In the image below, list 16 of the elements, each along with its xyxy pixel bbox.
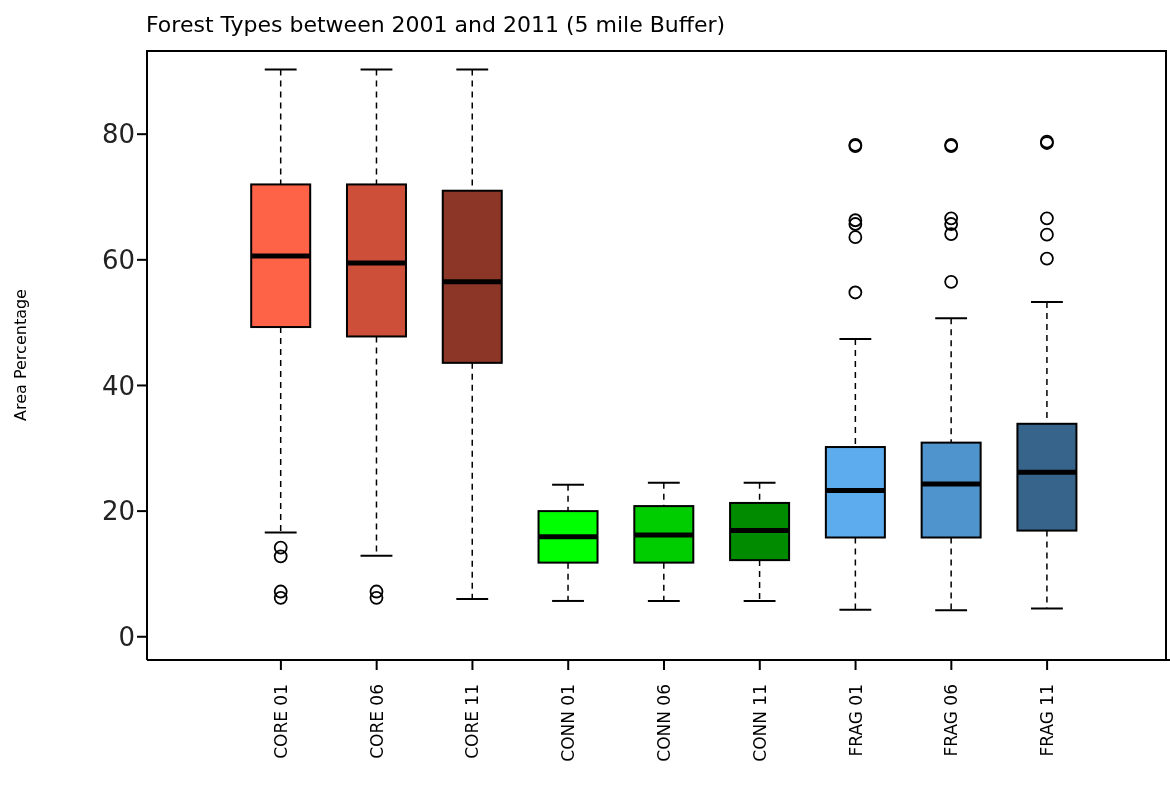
x-tick-label: CONN 06	[654, 684, 674, 762]
x-tick-label: CONN 11	[749, 684, 770, 762]
y-tick-label: 0	[118, 621, 135, 652]
chart-title: Forest Types between 2001 and 2011 (5 mile Buffer)	[146, 12, 726, 37]
x-tick-label: CORE 11	[462, 684, 483, 759]
x-tick-label: CORE 01	[270, 684, 291, 759]
y-tick-label: 20	[101, 496, 135, 527]
x-tick-label: FRAG 01	[845, 684, 866, 757]
x-tick-label: CORE 06	[366, 684, 387, 759]
y-tick-label: 80	[101, 119, 135, 150]
y-tick-label: 60	[101, 245, 135, 276]
x-tick-label: FRAG 06	[941, 684, 962, 757]
x-tick-label: CONN 01	[558, 684, 579, 762]
y-tick-label: 40	[101, 370, 135, 401]
y-axis-title: Area Percentage	[10, 289, 30, 421]
x-tick-label: FRAG 11	[1037, 684, 1058, 757]
